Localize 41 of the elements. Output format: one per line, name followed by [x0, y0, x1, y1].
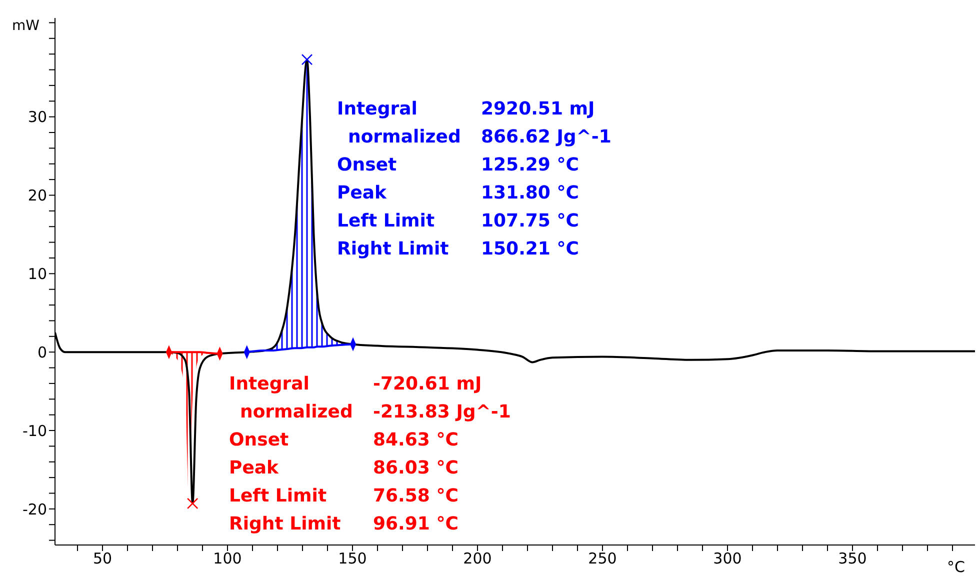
point — [301, 54, 313, 66]
y-axis-title: mW — [12, 18, 40, 34]
annotation: normalized — [348, 126, 461, 148]
annotation: 107.75 °C — [481, 210, 579, 232]
annotation: Right Limit — [229, 514, 342, 534]
y-tick-label: 30 — [28, 108, 47, 126]
annotation: 131.80 °C — [481, 182, 579, 204]
x-tick-label: 150 — [338, 550, 367, 568]
annotation: 2920.51 mJ — [481, 98, 595, 120]
y-tick-label: 10 — [28, 264, 47, 283]
annotation: 96.91 °C — [373, 514, 458, 534]
annotation: 125.29 °C — [481, 154, 579, 176]
y-tick-label: -20 — [22, 500, 47, 518]
x-tick-label: 250 — [588, 550, 617, 568]
y-tick-label: 20 — [28, 186, 47, 205]
annotation: Left Limit — [229, 486, 327, 506]
annotation: Onset — [337, 154, 398, 176]
x-tick-label: 200 — [463, 550, 492, 568]
annotation: Right Limit — [337, 238, 450, 260]
annotation: 866.62 Jg^-1 — [481, 126, 612, 148]
y-tick-label: -10 — [22, 422, 47, 440]
annotation: 150.21 °C — [481, 238, 579, 260]
annotation: Peak — [229, 458, 280, 478]
x-tick-label: 100 — [213, 550, 242, 568]
annotation: 76.58 °C — [373, 486, 458, 506]
annotation: Peak — [337, 182, 388, 204]
annotation: -213.83 Jg^-1 — [373, 402, 511, 422]
x-tick-label: 350 — [838, 550, 867, 568]
x-tick-label: 50 — [92, 550, 112, 568]
annotation: normalized — [240, 402, 353, 422]
point — [186, 498, 198, 510]
annotation: Left Limit — [337, 210, 435, 232]
annotation: 86.03 °C — [373, 458, 458, 478]
annotation: 84.63 °C — [373, 430, 458, 450]
annotation: -720.61 mJ — [373, 374, 482, 394]
x-axis-title: °C — [947, 558, 965, 576]
y-tick-label: 0 — [37, 343, 47, 362]
annotation: Integral — [337, 98, 418, 120]
x-tick-label: 300 — [713, 550, 742, 568]
annotation: Onset — [229, 430, 290, 450]
annotation: Integral — [229, 374, 310, 394]
